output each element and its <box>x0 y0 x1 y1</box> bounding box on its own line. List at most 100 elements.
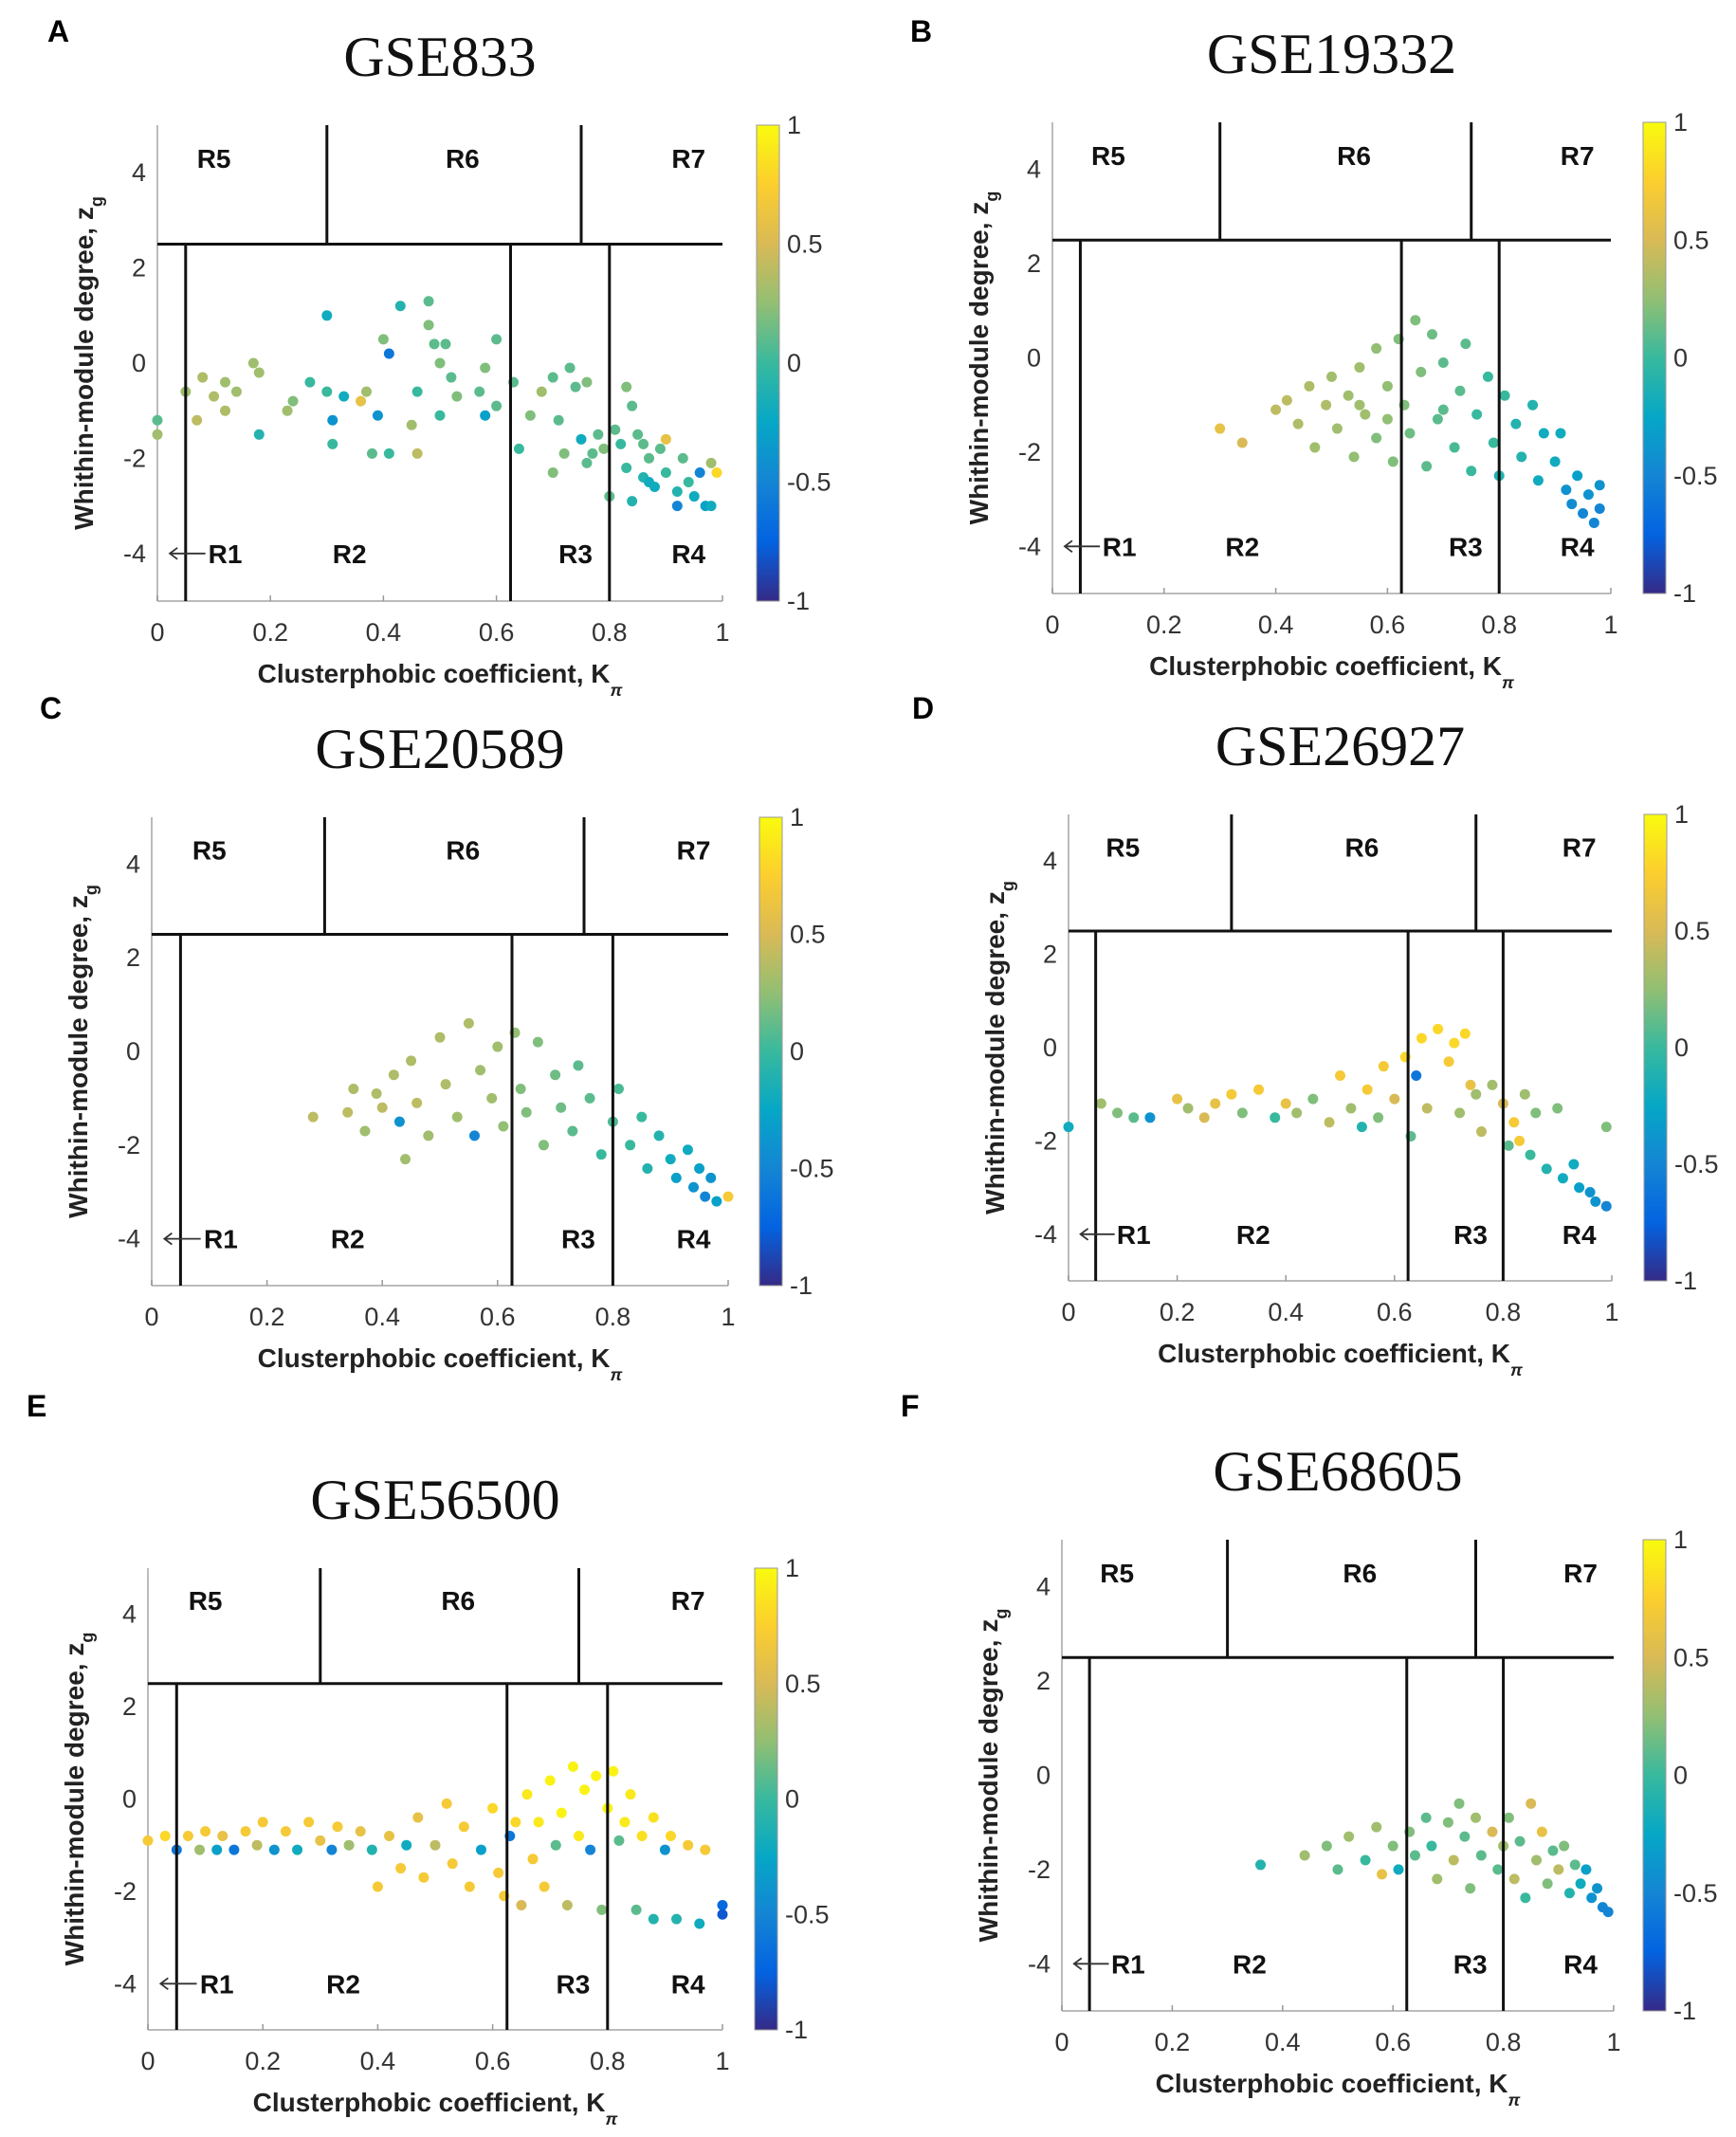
panel-label: C <box>40 691 62 725</box>
data-point <box>585 1844 596 1855</box>
colorbar <box>758 816 783 1287</box>
scatter-points <box>152 296 722 512</box>
colorbar <box>756 124 780 602</box>
data-point <box>1356 1122 1367 1133</box>
y-tick-label: 2 <box>1043 941 1057 969</box>
data-point <box>315 1835 326 1846</box>
x-axis-label: Clusterphobic coefficient, Kπ <box>1158 1339 1523 1379</box>
region-label-r6: R6 <box>446 144 480 174</box>
data-point <box>384 1830 395 1841</box>
data-point <box>159 1830 171 1841</box>
data-point <box>1387 456 1398 467</box>
region-label-r5: R5 <box>197 144 231 174</box>
data-point <box>561 1900 573 1911</box>
data-point <box>1432 1873 1443 1885</box>
data-point <box>257 1817 268 1828</box>
data-point <box>1584 1187 1596 1198</box>
data-point <box>480 410 491 421</box>
data-point <box>1321 399 1332 411</box>
data-point <box>446 372 457 383</box>
data-point <box>591 1770 602 1781</box>
data-point <box>1432 413 1443 425</box>
chart-title: GSE833 <box>343 26 536 88</box>
data-point <box>558 447 570 459</box>
data-point <box>665 1830 676 1841</box>
data-point <box>192 414 203 426</box>
data-point <box>440 338 451 350</box>
data-point <box>1280 1098 1291 1109</box>
colorbar-tick-label: -0.5 <box>1674 1150 1719 1178</box>
x-tick-label: 1 <box>1604 1298 1618 1326</box>
data-point <box>371 1087 382 1099</box>
region-label-r3: R3 <box>1453 1949 1488 1979</box>
data-point <box>1487 1079 1498 1090</box>
data-point <box>581 376 593 388</box>
data-point <box>394 301 406 312</box>
y-axis-label: Whithin-module degree, zg <box>69 196 106 530</box>
region-label-r7: R7 <box>1562 832 1597 862</box>
y-axis-label: Whithin-module degree, zg <box>64 885 101 1218</box>
colorbar-tick-label: -0.5 <box>790 1155 834 1183</box>
colorbar-tick-label: -1 <box>790 1271 813 1300</box>
data-point <box>332 1821 343 1833</box>
region-boundaries <box>152 817 728 1286</box>
data-point <box>1381 380 1393 392</box>
data-point <box>636 1830 648 1841</box>
colorbar-tick-label: 0.5 <box>1674 917 1710 945</box>
x-tick-label: 1 <box>721 1303 735 1331</box>
data-point <box>486 1092 498 1104</box>
region-label-r2: R2 <box>1225 532 1259 561</box>
y-axis-label: Whithin-module degree, zg <box>60 1633 97 1966</box>
data-point <box>366 447 377 459</box>
data-point <box>1531 1854 1543 1866</box>
x-tick-label: 1 <box>1606 2028 1620 2056</box>
data-point <box>638 438 649 449</box>
data-point <box>1307 1093 1319 1105</box>
y-tick-label: 4 <box>1043 847 1057 875</box>
data-point <box>1559 1840 1570 1852</box>
data-point <box>142 1835 154 1846</box>
colorbar-tick-label: 1 <box>1674 800 1689 829</box>
data-point <box>544 1775 556 1786</box>
data-point <box>182 1830 193 1841</box>
data-point <box>1568 1159 1580 1170</box>
data-point <box>677 452 688 464</box>
data-point <box>1442 1817 1453 1828</box>
panel-f: F GSE68605 0 0.2 0.4 0.6 0.8 1 4 2 0 -2 -4 Clusterpho… <box>901 1389 1718 2110</box>
x-tick-label: 0.6 <box>475 2047 511 2075</box>
data-point <box>550 1839 561 1851</box>
region-label-r6: R6 <box>441 1586 475 1616</box>
data-point <box>1600 1122 1612 1133</box>
scatter-points <box>1063 1023 1612 1212</box>
x-tick-label: 1 <box>1603 611 1617 639</box>
data-point <box>1437 356 1449 368</box>
data-point <box>567 1125 578 1137</box>
data-point <box>383 447 394 459</box>
x-tick-label: 0 <box>150 618 164 647</box>
data-point <box>197 372 209 383</box>
data-point <box>307 1111 319 1123</box>
data-point <box>372 410 383 421</box>
data-point <box>722 1191 734 1202</box>
data-point <box>1475 1126 1487 1138</box>
region-boundaries <box>1062 1540 1614 2011</box>
data-point <box>377 334 389 345</box>
colorbar-tick-label: 1 <box>790 803 804 831</box>
data-point <box>1182 1103 1194 1114</box>
data-point <box>581 457 593 468</box>
data-point <box>1578 508 1589 520</box>
data-point <box>200 1826 211 1837</box>
x-tick-label: 0.8 <box>595 1303 631 1331</box>
data-point <box>539 1881 550 1892</box>
data-point <box>1510 418 1522 429</box>
y-tick-label: -4 <box>1034 1220 1057 1249</box>
data-point <box>1600 1200 1612 1212</box>
region-label-r7: R7 <box>671 1586 705 1616</box>
colorbar-tick-label: -1 <box>787 587 810 615</box>
data-point <box>1345 1103 1357 1114</box>
data-point <box>498 1121 509 1132</box>
data-point <box>1321 1840 1332 1852</box>
x-tick-label: 0 <box>1045 611 1059 639</box>
data-point <box>587 447 598 459</box>
